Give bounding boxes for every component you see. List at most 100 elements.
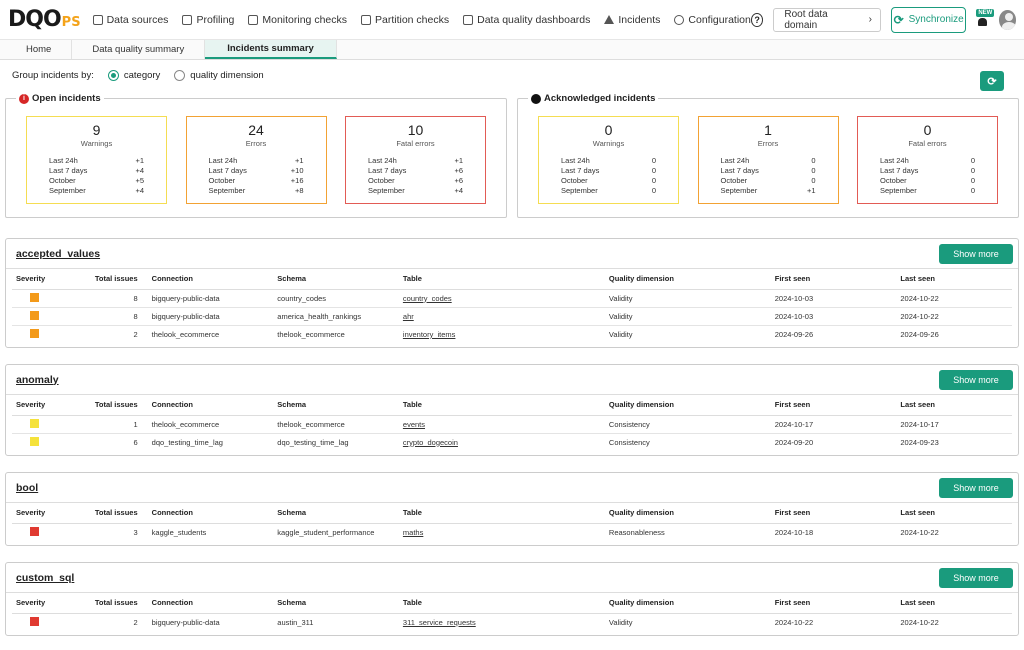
nav-item-profiling[interactable]: Profiling (182, 14, 234, 26)
table-row[interactable]: 2 thelook_ecommerce thelook_ecommerce inven… (12, 325, 1012, 343)
column-header[interactable]: First seen (770, 503, 897, 524)
category-title[interactable]: anomaly (16, 373, 59, 386)
column-header[interactable]: Table (398, 269, 605, 290)
column-header[interactable]: Severity (12, 593, 83, 614)
stat-period: September (880, 186, 917, 195)
column-header[interactable]: Table (398, 593, 605, 614)
table-cell[interactable]: 311_service_requests (402, 617, 476, 627)
column-header[interactable]: Connection (147, 503, 274, 524)
logo-main-text: DQO (8, 7, 62, 32)
nav-item-data-quality-dashboards[interactable]: Data quality dashboards (463, 14, 590, 26)
show-more-button[interactable]: Show more (939, 477, 1013, 498)
stat-value: 0 (651, 156, 656, 165)
first-cell: 2024-09-20 (774, 437, 814, 447)
first-cell: 2024-10-03 (770, 307, 897, 326)
table-row[interactable]: 8 bigquery-public-data country_codes countr… (12, 289, 1012, 308)
user-avatar[interactable] (998, 9, 1017, 30)
refresh-button[interactable]: ⟳ (980, 71, 1004, 91)
column-header[interactable]: Total issues (82, 395, 148, 416)
synchronize-label: Synchronize (908, 14, 964, 25)
schema-cell: thelook_ecommerce (273, 415, 399, 434)
stat-value: 0 (811, 176, 816, 185)
card-stat-row: Last 24h +1 (187, 156, 326, 166)
data-domain-selector[interactable]: Root data domain › (773, 7, 881, 32)
show-more-button[interactable]: Show more (939, 567, 1013, 588)
table-cell[interactable]: inventory_items (402, 329, 456, 339)
incidents-summary: i Open incidents 9 Warnings Last 24h +1 Last… (0, 93, 1024, 218)
group-by-category-radio[interactable]: category (107, 69, 160, 81)
table-row[interactable]: 3 kaggle_students kaggle_student_performan… (12, 523, 1012, 541)
dqops-logo[interactable]: DQO PS (8, 7, 81, 32)
column-header[interactable]: Schema (273, 593, 399, 614)
nav-item-monitoring-checks[interactable]: Monitoring checks (248, 14, 347, 26)
help-icon[interactable]: ? (750, 12, 764, 27)
tab-home[interactable]: Home (6, 40, 73, 59)
last-cell: 2024-10-17 (896, 415, 1012, 434)
column-header[interactable]: Quality dimension (604, 593, 771, 614)
nav-item-partition-checks[interactable]: Partition checks (361, 14, 449, 26)
nav-item-incidents[interactable]: Incidents (604, 14, 660, 26)
stat-value: +10 (290, 166, 304, 175)
show-more-button[interactable]: Show more (939, 243, 1013, 264)
column-header[interactable]: First seen (770, 593, 897, 614)
nav-item-data-sources[interactable]: Data sources (92, 14, 168, 26)
column-header[interactable]: Table (398, 503, 605, 524)
synchronize-button[interactable]: ⟳ Synchronize (890, 6, 967, 33)
table-header-row: Severity Total issues Connection Schema Tabl… (12, 269, 1012, 290)
category-title[interactable]: accepted_values (16, 247, 101, 260)
notifications-bell-icon[interactable]: NEW (976, 8, 995, 27)
table-row[interactable]: 1 thelook_ecommerce thelook_ecommerce event… (12, 415, 1012, 434)
tab-data-quality-summary[interactable]: Data quality summary (72, 40, 206, 59)
card-label: Warnings (80, 139, 113, 148)
total-cell: 6 (133, 437, 138, 447)
gear-icon (674, 14, 685, 25)
group-by-bar: Group incidents by: category quality dim… (0, 60, 1024, 91)
group-by-quality-dimension-radio[interactable]: quality dimension (174, 69, 264, 81)
table-cell[interactable]: events (398, 415, 605, 434)
column-header[interactable]: Connection (147, 593, 274, 614)
table-row[interactable]: 2 bigquery-public-data austin_311 311_servi… (12, 613, 1012, 631)
table-header-row: Severity Total issues Connection Schema Tabl… (12, 395, 1012, 416)
column-header[interactable]: Schema (273, 503, 399, 524)
column-header[interactable]: Schema (273, 269, 399, 290)
show-more-button[interactable]: Show more (939, 369, 1013, 390)
category-title[interactable]: bool (16, 481, 39, 494)
table-row[interactable]: 6 dqo_testing_time_lag dqo_testing_time_la… (12, 433, 1012, 451)
column-header[interactable]: First seen (770, 269, 897, 290)
table-cell[interactable]: maths (402, 527, 424, 537)
column-header[interactable]: Last seen (896, 269, 1012, 290)
column-header[interactable]: Schema (273, 395, 399, 416)
column-header[interactable]: Last seen (896, 593, 1012, 614)
column-header[interactable]: Severity (12, 269, 83, 290)
table-cell[interactable]: country_codes (398, 289, 605, 308)
column-header[interactable]: Connection (147, 269, 274, 290)
tab-incidents-summary[interactable]: Incidents summary (205, 40, 337, 59)
card-label: Fatal errors (396, 139, 435, 148)
column-header[interactable]: Quality dimension (604, 395, 771, 416)
severity-error-icon (30, 328, 39, 338)
column-header[interactable]: Severity (12, 503, 83, 524)
stat-period: Last 7 days (720, 166, 759, 175)
column-header[interactable]: Table (398, 395, 605, 416)
table-row[interactable]: 8 bigquery-public-data america_health_rank… (12, 307, 1012, 326)
column-header[interactable]: Total issues (82, 593, 148, 614)
column-header[interactable]: Last seen (896, 503, 1012, 524)
column-header[interactable]: First seen (770, 395, 897, 416)
table-cell[interactable]: crypto_dogecoin (402, 437, 458, 447)
category-title[interactable]: custom_sql (16, 571, 75, 584)
column-header[interactable]: Connection (147, 395, 274, 416)
column-header[interactable]: Quality dimension (604, 269, 771, 290)
column-header[interactable]: Total issues (82, 503, 148, 524)
column-header[interactable]: Last seen (896, 395, 1012, 416)
dimension-cell: Reasonableness (608, 527, 665, 537)
column-header[interactable]: Quality dimension (604, 503, 771, 524)
card-stat-row: October 0 (858, 176, 997, 186)
card-stat-row: Last 7 days +10 (187, 166, 326, 176)
column-header[interactable]: Severity (12, 395, 83, 416)
table-cell[interactable]: ahr (398, 307, 605, 326)
total-cell: 1 (82, 415, 148, 434)
nav-item-configuration[interactable]: Configuration (674, 14, 751, 26)
first-cell: 2024-09-26 (774, 329, 814, 339)
last-cell: 2024-09-23 (900, 437, 939, 447)
column-header[interactable]: Total issues (82, 269, 148, 290)
